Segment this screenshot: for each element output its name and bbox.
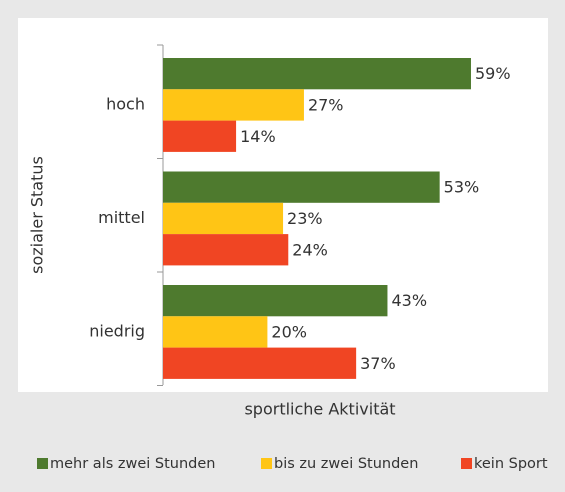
y-axis-label: sozialer Status xyxy=(28,156,47,274)
data-label: 59% xyxy=(475,64,511,83)
y-tick-label: niedrig xyxy=(89,321,145,340)
data-label: 23% xyxy=(287,209,323,228)
legend-swatch xyxy=(461,458,472,469)
data-label: 53% xyxy=(444,178,480,197)
data-label: 20% xyxy=(271,322,307,341)
data-label: 27% xyxy=(308,95,344,114)
data-label: 37% xyxy=(360,354,396,373)
data-label: 43% xyxy=(391,291,427,310)
bar xyxy=(163,58,471,90)
legend-swatch xyxy=(261,458,272,469)
bar xyxy=(163,89,304,121)
bar xyxy=(163,285,388,317)
data-label: 24% xyxy=(292,240,328,259)
data-label: 14% xyxy=(240,127,276,146)
legend-swatch xyxy=(37,458,48,469)
y-tick-label: mittel xyxy=(98,208,145,227)
bar xyxy=(163,234,289,266)
y-tick-label: hoch xyxy=(106,94,145,113)
legend-label: kein Sport xyxy=(474,456,548,472)
x-axis-label: sportliche Aktivität xyxy=(244,400,395,419)
bar xyxy=(163,202,284,235)
bar xyxy=(163,120,237,152)
bar xyxy=(163,347,357,379)
legend-label: bis zu zwei Stunden xyxy=(274,456,418,472)
bar xyxy=(163,316,268,348)
bar xyxy=(163,171,440,203)
legend-label: mehr als zwei Stunden xyxy=(50,456,216,472)
